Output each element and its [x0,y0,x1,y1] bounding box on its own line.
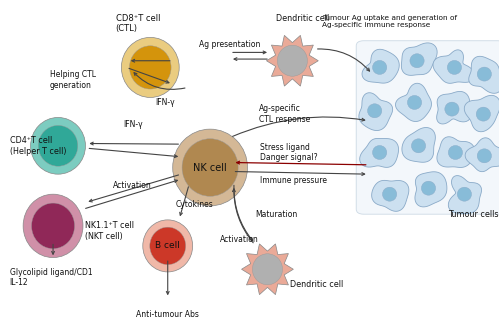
Ellipse shape [372,145,387,159]
Ellipse shape [32,203,74,249]
Polygon shape [360,138,399,168]
Text: Glycolipid ligand/CD1
IL-12: Glycolipid ligand/CD1 IL-12 [10,268,92,287]
Polygon shape [242,244,294,295]
Text: Dendritic cell: Dendritic cell [290,280,343,289]
FancyArrowPatch shape [166,261,169,294]
Polygon shape [437,137,474,168]
FancyArrowPatch shape [232,189,253,243]
Ellipse shape [408,95,422,110]
Polygon shape [464,95,500,132]
Ellipse shape [445,102,459,116]
Ellipse shape [38,125,78,166]
Text: NK1.1⁺T cell
(NKT cell): NK1.1⁺T cell (NKT cell) [86,221,134,241]
FancyArrowPatch shape [90,142,178,145]
FancyArrowPatch shape [233,51,266,54]
Ellipse shape [410,54,424,68]
Text: IFN-γ: IFN-γ [123,120,142,129]
Ellipse shape [382,187,396,201]
Text: Maturation: Maturation [255,210,297,219]
Polygon shape [468,56,500,93]
Text: Helping CTL
generation: Helping CTL generation [50,70,96,90]
Text: Ag presentation: Ag presentation [200,40,260,49]
Ellipse shape [23,194,83,258]
Polygon shape [465,138,500,172]
FancyArrowPatch shape [132,59,170,62]
Ellipse shape [30,118,86,174]
FancyArrowPatch shape [234,58,267,60]
Polygon shape [402,43,437,75]
Ellipse shape [130,46,171,89]
FancyArrowPatch shape [86,180,178,208]
Text: Tumour Ag uptake and generation of
Ag-specific immune response: Tumour Ag uptake and generation of Ag-sp… [322,15,458,28]
Polygon shape [362,49,399,83]
FancyArrowPatch shape [236,161,366,165]
Polygon shape [372,180,409,211]
Polygon shape [396,83,432,122]
FancyArrowPatch shape [318,49,370,71]
Text: Anti-tumour Abs: Anti-tumour Abs [136,311,199,320]
Ellipse shape [448,145,462,159]
Ellipse shape [448,60,462,74]
Text: Stress ligand
Danger signal?: Stress ligand Danger signal? [260,143,318,162]
FancyArrowPatch shape [234,185,252,241]
FancyArrowPatch shape [180,187,188,215]
Ellipse shape [412,139,426,153]
FancyArrowPatch shape [236,172,364,176]
Polygon shape [402,128,436,162]
Polygon shape [436,91,472,124]
Text: B cell: B cell [156,242,180,250]
FancyArrowPatch shape [90,175,178,202]
Ellipse shape [477,149,492,163]
FancyArrowPatch shape [129,68,169,83]
Ellipse shape [458,187,471,201]
Ellipse shape [477,67,492,81]
Ellipse shape [143,220,192,272]
Polygon shape [359,93,392,131]
Ellipse shape [150,227,186,265]
Text: Cytokines: Cytokines [175,200,213,209]
Polygon shape [266,36,318,86]
Polygon shape [415,172,447,207]
FancyBboxPatch shape [356,41,500,214]
Polygon shape [448,176,482,213]
Text: Dendritic cell: Dendritic cell [276,13,330,22]
Ellipse shape [172,129,248,206]
FancyArrowPatch shape [89,148,177,157]
Ellipse shape [182,139,238,196]
Ellipse shape [252,254,282,285]
FancyArrowPatch shape [52,244,54,254]
Ellipse shape [372,60,387,74]
Text: IFN-γ: IFN-γ [156,98,175,107]
Ellipse shape [278,45,308,76]
Ellipse shape [122,38,179,97]
FancyArrowPatch shape [134,73,185,89]
Text: Activation: Activation [220,235,259,244]
Text: Ag-specific
CTL response: Ag-specific CTL response [259,105,310,124]
Ellipse shape [422,181,436,195]
Text: Immune pressure: Immune pressure [260,176,327,185]
Text: Tumour cells: Tumour cells [448,210,498,219]
Text: CD8⁺T cell
(CTL): CD8⁺T cell (CTL) [116,14,160,34]
FancyArrowPatch shape [232,117,364,136]
Ellipse shape [368,104,382,118]
Text: CD4⁺T cell
(Helper T cell): CD4⁺T cell (Helper T cell) [10,136,66,155]
Polygon shape [433,50,474,83]
Text: NK cell: NK cell [193,162,227,173]
Text: Activation: Activation [113,181,152,190]
Ellipse shape [476,107,490,121]
